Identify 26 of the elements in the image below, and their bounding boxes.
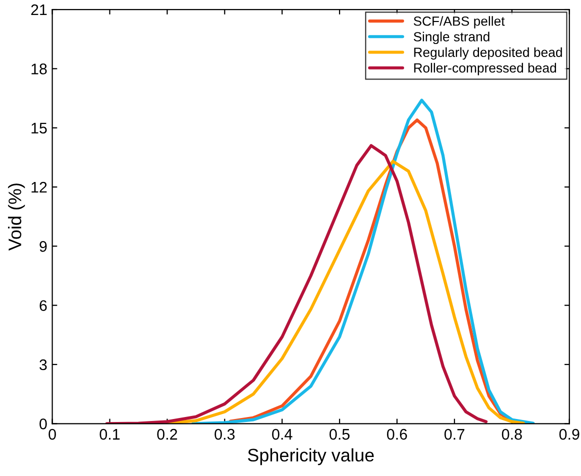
legend-label: Roller-compressed bead <box>414 62 556 76</box>
legend-label: Single strand <box>414 32 490 44</box>
legend-label: Regularly deposited bead <box>414 47 562 60</box>
x-tick-label: 0 <box>48 428 56 440</box>
y-tick-label: 6 <box>40 300 47 312</box>
x-tick-label: 0.9 <box>559 428 580 440</box>
x-tick-label: 0.6 <box>386 428 407 440</box>
x-tick-label: 0.3 <box>214 428 235 440</box>
y-tick-label: 15 <box>32 122 47 134</box>
x-tick-label: 0.4 <box>272 428 292 440</box>
y-axis-title: Void (%) <box>8 184 25 251</box>
y-tick-label: 21 <box>31 4 47 16</box>
y-tick-label: 9 <box>40 241 47 252</box>
y-tick-label: 12 <box>32 182 47 193</box>
line-series <box>105 144 488 424</box>
x-tick-label: 0.2 <box>157 428 178 440</box>
x-axis-title: Sphericity value <box>248 448 374 466</box>
legend-label: SCF/ABS pellet <box>414 16 505 28</box>
x-tick-label: 0.7 <box>444 428 464 440</box>
x-tick-label: 0.5 <box>330 428 350 440</box>
y-tick-label: 3 <box>40 359 47 370</box>
x-tick-label: 0.1 <box>100 428 120 440</box>
y-tick-label: 18 <box>32 64 47 74</box>
line-series <box>192 98 535 424</box>
x-tick-label: 0.8 <box>502 428 522 440</box>
y-tick-label: 0 <box>40 418 47 430</box>
